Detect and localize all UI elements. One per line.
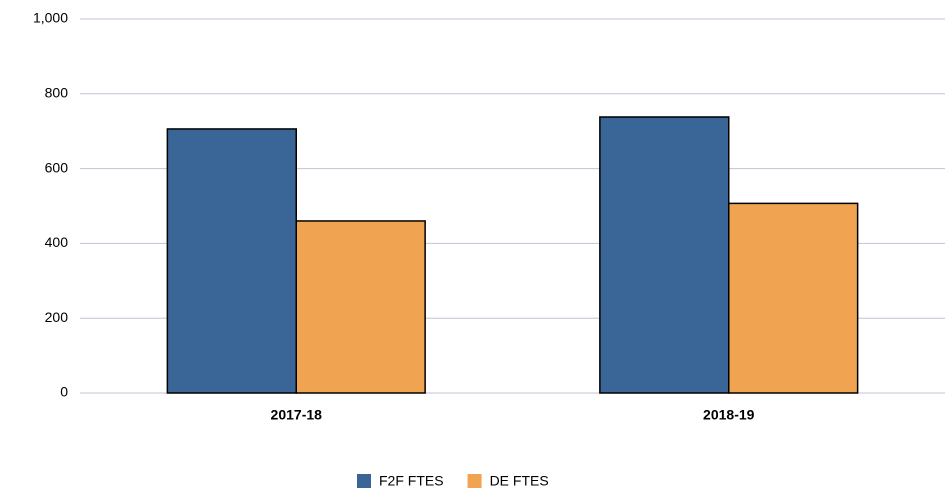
y-tick-label: 200 xyxy=(45,309,69,325)
y-tick-label: 1,000 xyxy=(33,10,68,26)
legend-swatch xyxy=(357,474,371,488)
bar xyxy=(166,128,297,394)
bar xyxy=(599,116,730,394)
legend-label: F2F FTES xyxy=(379,473,444,489)
legend-swatch xyxy=(467,474,482,488)
y-tick-label: 400 xyxy=(45,234,69,250)
bar xyxy=(295,220,426,394)
legend-label: DE FTES xyxy=(490,473,549,489)
y-tick-label: 600 xyxy=(45,159,69,175)
x-tick-label: 2017-18 xyxy=(271,407,323,423)
x-tick-label: 2018-19 xyxy=(703,407,755,423)
y-tick-label: 800 xyxy=(45,85,69,101)
y-tick-label: 0 xyxy=(60,384,68,400)
bar xyxy=(728,202,859,394)
